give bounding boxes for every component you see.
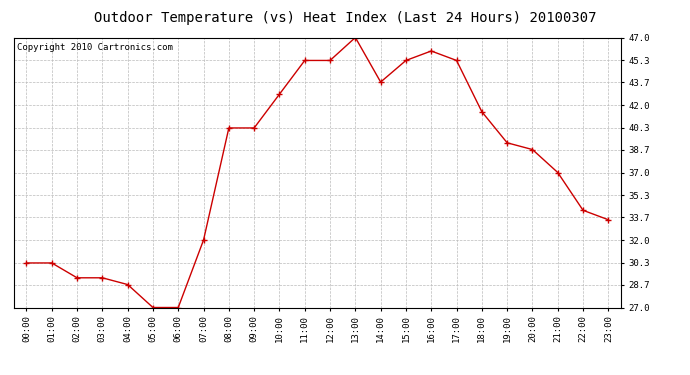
Text: Copyright 2010 Cartronics.com: Copyright 2010 Cartronics.com	[17, 43, 172, 52]
Text: Outdoor Temperature (vs) Heat Index (Last 24 Hours) 20100307: Outdoor Temperature (vs) Heat Index (Las…	[94, 11, 596, 25]
